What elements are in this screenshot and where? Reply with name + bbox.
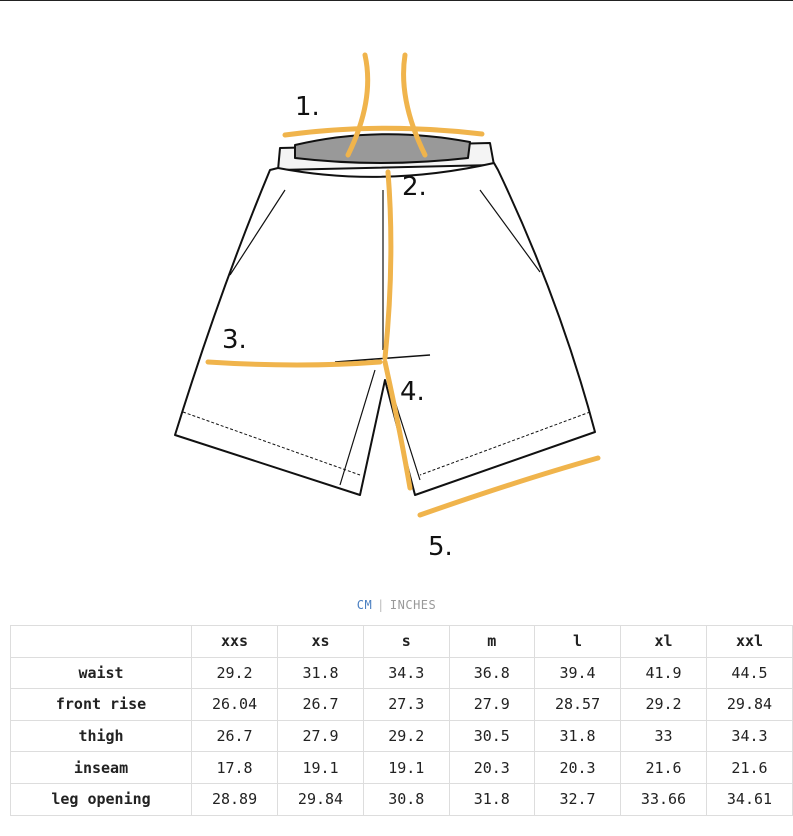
table-cell: 20.3 [534,751,622,784]
table-cell: 27.9 [448,688,536,721]
table-cell: 19.1 [362,751,450,784]
table-cell: 36.8 [448,656,536,690]
table-cell: 28.89 [191,782,279,816]
table-cell: 29.84 [277,782,364,816]
table-cell: 21.6 [705,751,793,784]
table-cell: 20.3 [448,751,536,784]
unit-toggle: CM | INCHES [0,598,793,612]
table-cell: 33.66 [620,782,707,816]
size-header: xxl [705,625,793,658]
row-label: leg opening [9,782,193,816]
top-divider [0,0,793,1]
table-cell: 44.5 [705,656,793,690]
table-cell: 29.84 [705,688,793,721]
table-row: waist 29.2 31.8 34.3 36.8 39.4 41.9 44.5 [9,656,793,690]
size-header: xxs [191,625,279,658]
size-header: m [448,625,536,658]
table-cell: 21.6 [620,751,707,784]
table-cell: 19.1 [277,751,364,784]
table-cell: 30.5 [448,719,536,753]
label-5: 5. [428,532,453,562]
table-cell: 29.2 [191,656,279,690]
table-row: front rise 26.04 26.7 27.3 27.9 28.57 29.2 29.8… [9,688,793,721]
table-cell: 41.9 [620,656,707,690]
row-label: front rise [9,688,193,721]
size-header: xs [277,625,364,658]
table-cell: 31.8 [534,719,622,753]
unit-inches-button[interactable]: INCHES [389,598,437,612]
table-cell: 34.3 [362,656,450,690]
table-cell: 32.7 [534,782,622,816]
table-header-row: xxs xs s m l xl xxl [9,625,793,658]
label-1: 1. [295,92,320,122]
table-cell: 29.2 [620,688,707,721]
label-3: 3. [222,325,247,355]
table-cell: 34.61 [705,782,793,816]
table-cell: 28.57 [534,688,622,721]
table-cell: 29.2 [362,719,450,753]
size-header: s [362,625,450,658]
header-blank [9,625,193,658]
unit-cm-button[interactable]: CM [356,598,373,612]
table-cell: 17.8 [191,751,279,784]
table-cell: 26.7 [277,688,364,721]
row-label: inseam [9,751,193,784]
row-label: waist [9,656,193,690]
size-header: l [534,625,622,658]
unit-separator: | [377,598,385,612]
table-cell: 26.04 [191,688,279,721]
shorts-measurement-diagram: 1. 2. 3. 4. 5. [174,52,601,562]
table-cell: 31.8 [448,782,536,816]
table-row: thigh 26.7 27.9 29.2 30.5 31.8 33 34.3 [9,719,793,753]
table-row: leg opening 28.89 29.84 30.8 31.8 32.7 33.66 34… [9,782,793,816]
table-cell: 39.4 [534,656,622,690]
size-header: xl [620,625,707,658]
row-label: thigh [9,719,193,753]
table-cell: 33 [620,719,707,753]
table-cell: 26.7 [191,719,279,753]
table-cell: 27.9 [277,719,364,753]
table-cell: 31.8 [277,656,364,690]
table-cell: 30.8 [362,782,450,816]
table-row: inseam 17.8 19.1 19.1 20.3 20.3 21.6 21.6 [9,751,793,784]
table-cell: 34.3 [705,719,793,753]
table-cell: 27.3 [362,688,450,721]
label-2: 2. [402,172,427,202]
size-chart-table: xxs xs s m l xl xxl waist 29.2 31.8 34.3 36.8 39.4 4… [9,625,793,816]
label-4: 4. [400,377,425,407]
